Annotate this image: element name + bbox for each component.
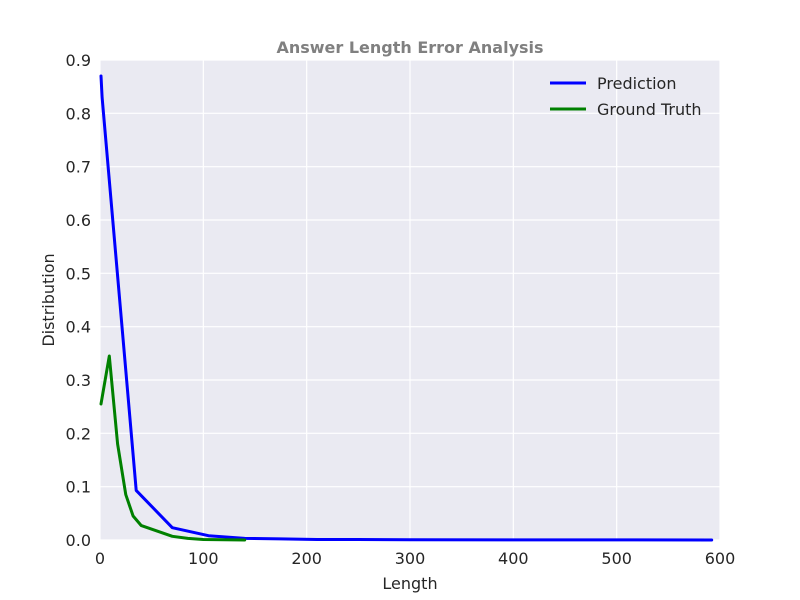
x-tick-label: 100 xyxy=(188,549,219,568)
legend-label-prediction: Prediction xyxy=(597,74,676,93)
x-axis-label: Length xyxy=(382,574,437,593)
x-tick-label: 600 xyxy=(705,549,736,568)
legend: Prediction Ground Truth xyxy=(550,74,702,119)
y-tick-label: 0.8 xyxy=(66,104,91,123)
y-tick-label: 0.3 xyxy=(66,371,91,390)
y-tick-label: 0.7 xyxy=(66,158,91,177)
y-tick-label: 0.9 xyxy=(66,51,91,70)
y-tick-label: 0.0 xyxy=(66,531,91,550)
x-tick-label: 400 xyxy=(498,549,529,568)
series-line-prediction xyxy=(99,74,714,542)
x-tick-label: 200 xyxy=(291,549,322,568)
y-tick-label: 0.2 xyxy=(66,424,91,443)
x-tick-label: 500 xyxy=(601,549,632,568)
series-line-ground-truth xyxy=(99,354,247,542)
tick-labels: 0 100 200 300 400 500 600 0.0 0.1 0.2 0.3 0.4 0.5 0.6… xyxy=(66,51,736,568)
y-axis-label: Distribution xyxy=(39,253,58,346)
y-tick-label: 0.6 xyxy=(66,211,91,230)
y-tick-label: 0.4 xyxy=(66,318,91,337)
y-tick-label: 0.5 xyxy=(66,264,91,283)
chart-title: Answer Length Error Analysis xyxy=(276,38,543,57)
x-tick-label: 0 xyxy=(95,549,105,568)
series-lines xyxy=(99,74,714,542)
x-tick-label: 300 xyxy=(395,549,426,568)
legend-label-ground-truth: Ground Truth xyxy=(597,100,702,119)
y-tick-label: 0.1 xyxy=(66,478,91,497)
